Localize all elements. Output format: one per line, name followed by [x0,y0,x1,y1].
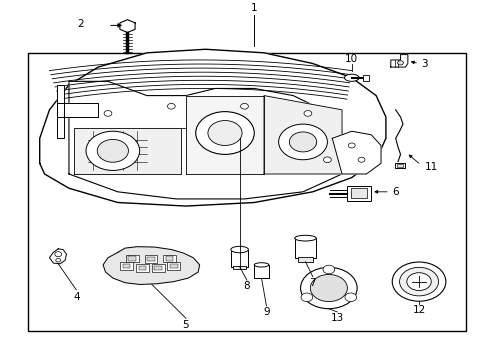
Polygon shape [74,128,181,174]
Text: 8: 8 [243,281,250,291]
Circle shape [391,262,445,301]
Ellipse shape [344,74,358,81]
Polygon shape [57,103,98,117]
Bar [154,266,162,270]
Bar [128,256,136,261]
Circle shape [97,139,128,162]
Circle shape [167,103,175,109]
Polygon shape [331,131,380,174]
Text: 2: 2 [77,19,83,29]
Circle shape [357,157,364,162]
Circle shape [278,124,327,160]
Circle shape [86,131,140,170]
Bar [122,264,130,269]
Bar [350,188,366,198]
Circle shape [323,265,334,274]
Bar [297,257,313,262]
Bar [139,266,146,270]
Polygon shape [103,247,199,284]
Bar [126,255,139,262]
Bar [233,266,245,270]
Circle shape [323,157,330,163]
Circle shape [56,258,61,262]
Text: 7: 7 [309,278,315,288]
Text: 11: 11 [424,162,437,172]
Bar [136,264,149,272]
Text: 4: 4 [73,292,80,302]
Bar [169,264,177,269]
Text: 3: 3 [421,59,427,68]
Circle shape [347,143,354,148]
Bar [147,257,155,261]
Circle shape [397,61,403,65]
Circle shape [55,252,61,257]
Bar [167,262,180,270]
Circle shape [310,274,346,302]
Circle shape [301,293,312,302]
Circle shape [195,112,254,154]
Bar [294,238,316,258]
Bar [152,264,164,272]
Text: 10: 10 [345,54,358,63]
Polygon shape [264,96,341,174]
Bar [230,249,248,267]
Bar [346,186,370,202]
Bar [396,164,402,167]
Bar [394,163,405,167]
Polygon shape [185,96,264,174]
Circle shape [240,103,248,109]
Ellipse shape [254,263,268,267]
Polygon shape [57,85,64,138]
Polygon shape [120,20,135,32]
Text: 13: 13 [330,313,343,323]
Text: 12: 12 [411,305,425,315]
Text: 6: 6 [391,187,398,197]
Circle shape [344,293,356,302]
Circle shape [406,273,430,291]
Circle shape [304,111,311,116]
Circle shape [104,111,112,116]
Text: 1: 1 [250,3,257,13]
Bar [362,75,368,81]
Bar [254,265,268,278]
Ellipse shape [230,246,248,253]
Polygon shape [390,55,407,67]
Circle shape [399,267,438,296]
Text: 9: 9 [263,307,269,317]
Bar [144,255,157,263]
Bar [120,262,133,270]
Bar [27,53,466,331]
Polygon shape [49,249,66,264]
Circle shape [207,121,242,145]
Polygon shape [69,81,341,199]
Bar [165,256,173,261]
Circle shape [300,267,356,309]
Polygon shape [40,49,385,206]
Bar [163,255,175,262]
Text: 5: 5 [183,320,189,330]
Ellipse shape [294,235,316,241]
Circle shape [289,132,316,152]
